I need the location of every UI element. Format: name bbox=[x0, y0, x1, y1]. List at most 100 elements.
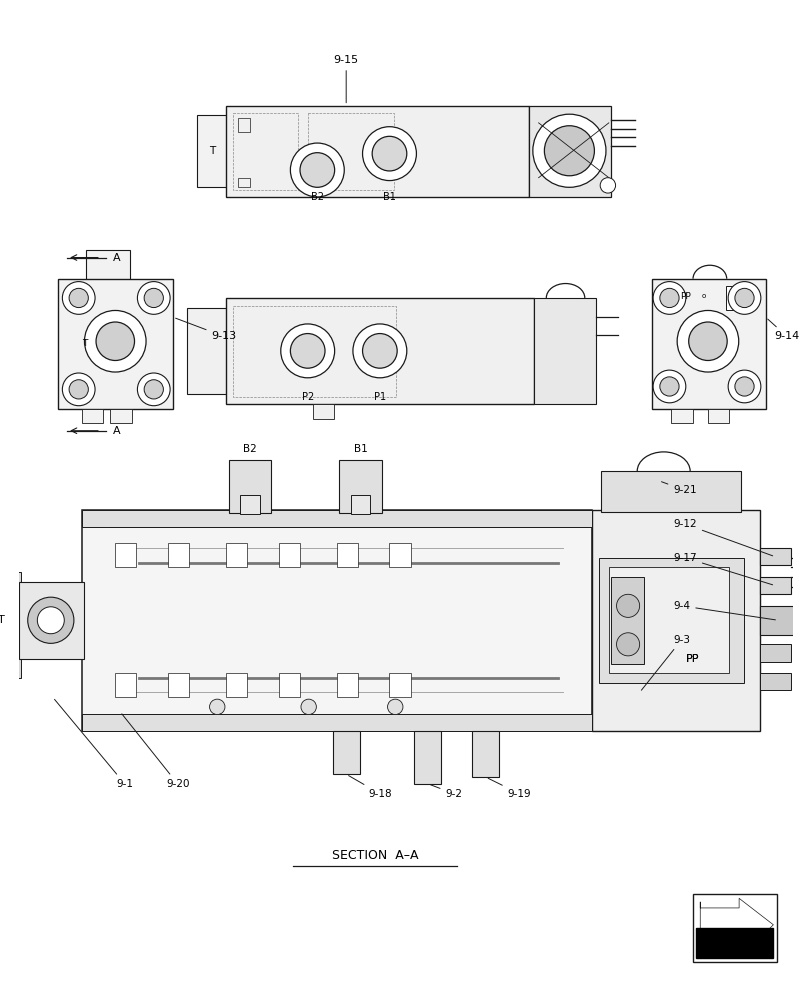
Circle shape bbox=[652, 282, 685, 314]
Bar bbox=[168, 543, 190, 567]
Bar bbox=[336, 673, 357, 697]
Circle shape bbox=[300, 153, 334, 187]
Circle shape bbox=[688, 322, 726, 360]
Bar bbox=[81, 510, 591, 527]
Polygon shape bbox=[695, 928, 772, 958]
Text: 9-4: 9-4 bbox=[672, 601, 774, 620]
Bar bbox=[238, 118, 250, 132]
Text: B1: B1 bbox=[382, 192, 395, 202]
Bar bbox=[759, 606, 796, 635]
Bar bbox=[471, 731, 499, 777]
Text: PP: PP bbox=[685, 654, 699, 664]
Circle shape bbox=[728, 282, 760, 314]
Circle shape bbox=[137, 373, 170, 406]
Circle shape bbox=[137, 282, 170, 314]
Bar bbox=[19, 582, 84, 659]
Circle shape bbox=[532, 114, 605, 187]
Text: 9-2: 9-2 bbox=[430, 785, 462, 799]
Bar bbox=[115, 543, 137, 567]
Text: B2: B2 bbox=[311, 192, 324, 202]
Bar bbox=[591, 510, 759, 731]
Circle shape bbox=[387, 699, 402, 715]
Circle shape bbox=[659, 288, 679, 308]
Text: PP: PP bbox=[679, 292, 691, 301]
Bar bbox=[414, 731, 441, 784]
Circle shape bbox=[616, 594, 639, 617]
Bar bbox=[58, 279, 173, 409]
Circle shape bbox=[210, 699, 225, 715]
Bar bbox=[691, 894, 777, 962]
Circle shape bbox=[144, 288, 163, 308]
Circle shape bbox=[290, 143, 344, 197]
Circle shape bbox=[659, 377, 679, 396]
Text: 9-12: 9-12 bbox=[672, 519, 772, 556]
Bar bbox=[759, 548, 789, 565]
Bar bbox=[226, 543, 247, 567]
Circle shape bbox=[280, 324, 334, 378]
Bar bbox=[528, 106, 610, 197]
Bar bbox=[608, 567, 728, 673]
Bar bbox=[81, 714, 591, 731]
Polygon shape bbox=[699, 898, 772, 958]
Bar bbox=[601, 471, 740, 512]
Text: o: o bbox=[701, 293, 705, 299]
Text: SECTION  A–A: SECTION A–A bbox=[332, 849, 418, 862]
Circle shape bbox=[353, 324, 406, 378]
Bar bbox=[168, 673, 190, 697]
Circle shape bbox=[362, 127, 416, 181]
Text: 9-13: 9-13 bbox=[175, 318, 236, 341]
Bar bbox=[759, 644, 789, 662]
Circle shape bbox=[676, 310, 738, 372]
Circle shape bbox=[63, 373, 95, 406]
Bar bbox=[86, 250, 129, 281]
Bar bbox=[81, 409, 103, 423]
Bar bbox=[226, 673, 247, 697]
Circle shape bbox=[600, 178, 615, 193]
Bar bbox=[339, 460, 381, 513]
Text: PP: PP bbox=[685, 654, 699, 664]
Circle shape bbox=[728, 370, 760, 403]
Circle shape bbox=[362, 334, 397, 368]
Bar bbox=[759, 577, 789, 594]
Bar bbox=[240, 495, 259, 514]
Circle shape bbox=[84, 310, 146, 372]
Text: T: T bbox=[209, 146, 215, 156]
Circle shape bbox=[37, 607, 64, 634]
Bar bbox=[81, 510, 591, 731]
Circle shape bbox=[96, 322, 134, 360]
Text: 9-18: 9-18 bbox=[349, 776, 391, 799]
Text: 9-3: 9-3 bbox=[641, 635, 690, 690]
Bar bbox=[0, 572, 21, 678]
Bar bbox=[279, 673, 300, 697]
Text: 9-20: 9-20 bbox=[122, 714, 190, 789]
Text: 9-1: 9-1 bbox=[55, 699, 133, 789]
Bar bbox=[226, 298, 533, 404]
Text: T: T bbox=[82, 339, 87, 348]
Circle shape bbox=[734, 377, 753, 396]
Circle shape bbox=[290, 334, 324, 368]
Bar bbox=[671, 409, 691, 423]
Text: B1: B1 bbox=[353, 444, 367, 454]
Bar bbox=[110, 409, 132, 423]
Text: 9-19: 9-19 bbox=[487, 778, 531, 799]
Circle shape bbox=[69, 288, 88, 308]
Circle shape bbox=[63, 282, 95, 314]
Bar bbox=[336, 543, 357, 567]
Circle shape bbox=[544, 126, 593, 176]
Bar bbox=[351, 495, 369, 514]
Text: P1: P1 bbox=[373, 392, 385, 402]
Bar bbox=[197, 115, 227, 187]
Text: A: A bbox=[113, 426, 120, 436]
Bar bbox=[238, 178, 250, 187]
Bar bbox=[308, 113, 393, 190]
Bar bbox=[389, 673, 410, 697]
Bar bbox=[610, 577, 644, 664]
Text: 9-17: 9-17 bbox=[672, 553, 772, 585]
Bar bbox=[279, 543, 300, 567]
Bar bbox=[707, 409, 728, 423]
Bar bbox=[389, 543, 410, 567]
Circle shape bbox=[734, 288, 753, 308]
Text: 9-7: 9-7 bbox=[0, 999, 1, 1000]
Bar bbox=[232, 306, 396, 397]
Bar bbox=[725, 286, 752, 310]
